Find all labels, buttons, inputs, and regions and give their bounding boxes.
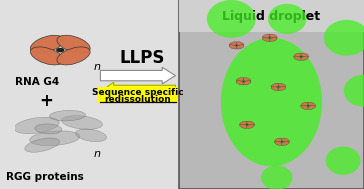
Ellipse shape xyxy=(25,138,59,152)
Ellipse shape xyxy=(278,83,286,88)
Ellipse shape xyxy=(274,141,282,145)
Ellipse shape xyxy=(236,81,244,85)
Ellipse shape xyxy=(308,102,316,106)
Ellipse shape xyxy=(246,121,254,125)
Ellipse shape xyxy=(301,53,309,57)
Text: RNA G4: RNA G4 xyxy=(15,77,60,87)
Text: +: + xyxy=(39,92,53,110)
Ellipse shape xyxy=(271,83,279,88)
Ellipse shape xyxy=(31,35,64,53)
Text: RGG proteins: RGG proteins xyxy=(6,172,83,182)
Ellipse shape xyxy=(324,20,364,56)
Ellipse shape xyxy=(261,165,292,189)
Ellipse shape xyxy=(243,81,251,85)
Ellipse shape xyxy=(236,42,244,46)
Ellipse shape xyxy=(243,78,251,82)
Circle shape xyxy=(277,86,280,88)
Ellipse shape xyxy=(221,38,322,166)
Ellipse shape xyxy=(326,146,360,175)
Ellipse shape xyxy=(281,138,289,142)
Ellipse shape xyxy=(35,124,62,134)
Ellipse shape xyxy=(294,53,302,57)
Ellipse shape xyxy=(50,110,86,121)
Ellipse shape xyxy=(236,78,244,82)
Ellipse shape xyxy=(268,4,306,34)
FancyBboxPatch shape xyxy=(179,0,364,189)
Ellipse shape xyxy=(262,34,270,38)
Text: Sequence specific: Sequence specific xyxy=(92,88,183,98)
Ellipse shape xyxy=(269,34,277,38)
Ellipse shape xyxy=(344,75,364,107)
Ellipse shape xyxy=(271,86,279,91)
Ellipse shape xyxy=(57,47,90,65)
Ellipse shape xyxy=(29,131,80,146)
Ellipse shape xyxy=(62,116,102,129)
Ellipse shape xyxy=(14,117,59,134)
Ellipse shape xyxy=(301,56,309,60)
Ellipse shape xyxy=(229,45,237,49)
Ellipse shape xyxy=(229,42,237,46)
Text: n: n xyxy=(94,62,100,72)
Ellipse shape xyxy=(269,37,277,41)
Circle shape xyxy=(246,124,248,125)
Ellipse shape xyxy=(294,56,302,60)
Ellipse shape xyxy=(57,35,90,53)
Ellipse shape xyxy=(301,105,309,109)
Ellipse shape xyxy=(262,37,270,41)
Circle shape xyxy=(236,45,238,46)
FancyArrow shape xyxy=(100,82,175,101)
FancyArrow shape xyxy=(100,67,175,84)
Ellipse shape xyxy=(236,45,244,49)
Ellipse shape xyxy=(274,138,282,142)
Ellipse shape xyxy=(240,124,248,128)
Ellipse shape xyxy=(76,129,107,142)
Text: LLPS: LLPS xyxy=(120,49,165,67)
Ellipse shape xyxy=(31,47,64,65)
Circle shape xyxy=(307,105,309,106)
Ellipse shape xyxy=(246,124,254,128)
Text: Liquid droplet: Liquid droplet xyxy=(222,10,321,22)
Circle shape xyxy=(281,141,283,142)
Ellipse shape xyxy=(281,141,289,145)
Ellipse shape xyxy=(240,121,248,125)
Circle shape xyxy=(300,56,302,57)
FancyBboxPatch shape xyxy=(179,0,364,32)
Text: redissolution: redissolution xyxy=(104,95,171,104)
Ellipse shape xyxy=(301,102,309,106)
FancyBboxPatch shape xyxy=(97,87,178,103)
Circle shape xyxy=(269,37,271,38)
Text: n: n xyxy=(94,149,100,159)
Circle shape xyxy=(56,48,64,52)
Circle shape xyxy=(242,81,245,82)
Ellipse shape xyxy=(207,0,256,38)
Ellipse shape xyxy=(278,86,286,91)
Ellipse shape xyxy=(308,105,316,109)
